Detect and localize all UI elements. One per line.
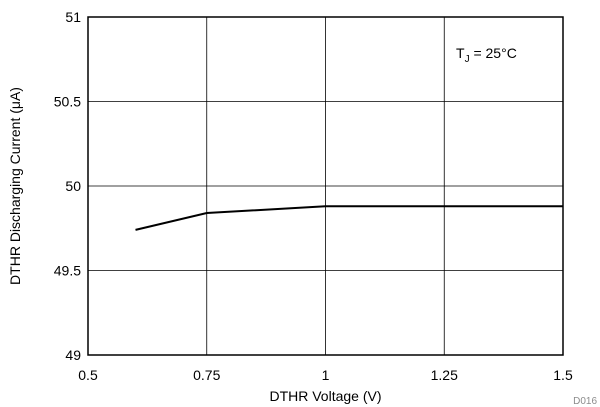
y-tick-label: 50 (65, 178, 81, 194)
junction-temperature-annotation: TJ = 25°C (456, 45, 517, 65)
x-tick-label: 0.75 (193, 367, 220, 383)
series-line (135, 205, 563, 231)
x-tick-label: 1.25 (431, 367, 458, 383)
x-axis-title: DTHR Voltage (V) (269, 388, 381, 404)
y-axis-title: DTHR Discharging Current (μA) (7, 87, 23, 285)
annotation-value: = 25°C (470, 45, 517, 61)
y-tick-label: 49.5 (54, 263, 81, 279)
y-tick-label: 50.5 (54, 94, 81, 110)
plot-area-frame (87, 16, 564, 356)
series (135, 205, 563, 231)
grid (88, 17, 563, 355)
annotation-base: T (456, 45, 465, 61)
annotation-subscript: J (465, 54, 470, 65)
y-tick-label: 49 (65, 347, 81, 363)
x-tick-label: 1.5 (553, 367, 573, 383)
y-tick-label: 51 (65, 9, 81, 25)
y-tick-labels: 49 49.5 50 50.5 51 (54, 9, 81, 363)
figure-id: D016 (573, 396, 597, 407)
x-tick-labels: 0.5 0.75 1 1.25 1.5 (78, 367, 573, 383)
x-tick-label: 1 (322, 367, 330, 383)
x-tick-label: 0.5 (78, 367, 98, 383)
